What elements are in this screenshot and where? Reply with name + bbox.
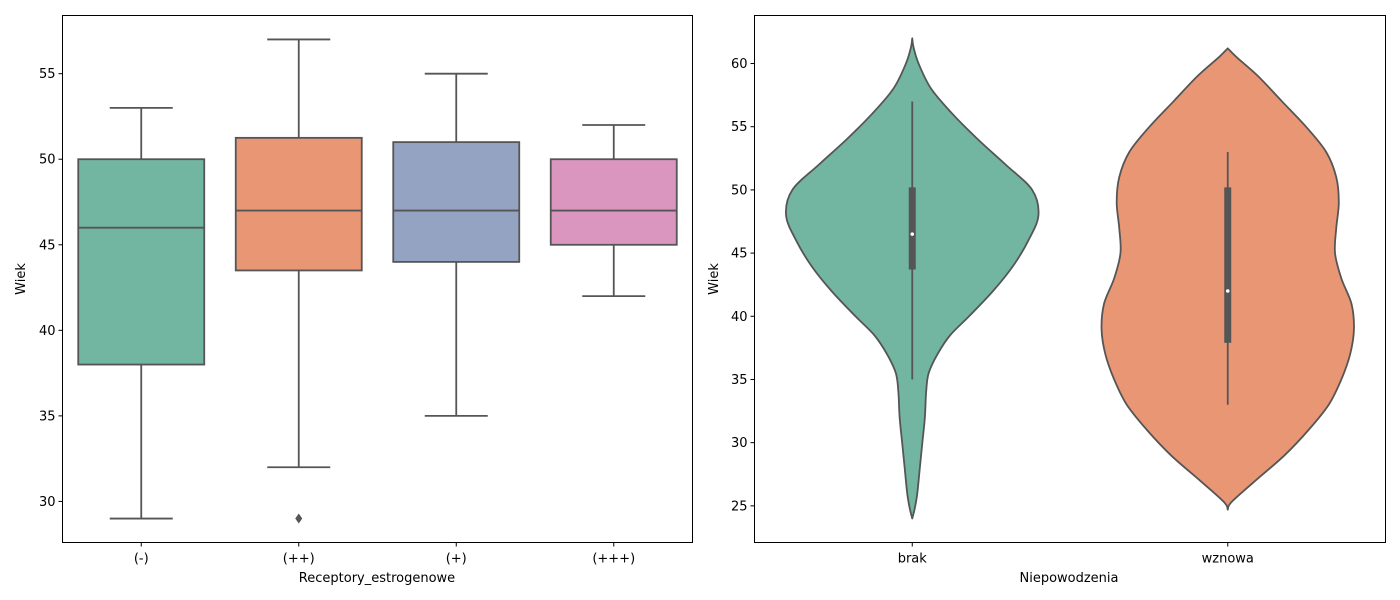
violin-x-label: Niepowodzenia: [1019, 571, 1118, 586]
violin-y-axis: 25 30 35 40 45 50 55 60: [731, 57, 755, 514]
violin-x-tick-label: wznowa: [1202, 552, 1254, 567]
boxplot-frame: [62, 15, 693, 543]
boxplot-y-label: Wiek: [14, 263, 29, 295]
boxplot-x-tick-label: (-): [134, 552, 149, 567]
violin-y-tick-label: 50: [731, 183, 748, 198]
violin-x-axis: brak wznowa: [898, 542, 1254, 567]
boxplot-y-tick-label: 55: [39, 67, 56, 82]
box-iqr: [77, 158, 206, 366]
box-outlier: [295, 513, 303, 524]
violin-panel: 25 30 35 40 45 50 55 60 brak wznowa Niepowodzeni…: [707, 15, 1386, 586]
boxplot-y-axis: 30 35 40 45 50 55: [39, 67, 63, 510]
box-group: [392, 72, 521, 417]
violin-y-tick-label: 40: [731, 310, 748, 325]
boxplot-marks: [77, 38, 678, 524]
violin-group: [785, 37, 1040, 520]
box-group: [549, 124, 678, 298]
box-group: [234, 38, 363, 524]
boxplot-y-tick-label: 35: [39, 409, 56, 424]
violin-y-tick-label: 35: [731, 373, 748, 388]
boxplot-y-tick-label: 40: [39, 324, 56, 339]
violin-iqr-box: [908, 187, 916, 270]
boxplot-y-tick-label: 45: [39, 238, 56, 253]
violin-group: [1100, 47, 1355, 511]
boxplot-y-tick-label: 30: [39, 495, 56, 510]
boxplot-x-tick-label: (+): [446, 552, 467, 567]
box-iqr: [234, 136, 363, 272]
violin-x-tick-label: brak: [898, 552, 928, 567]
violin-y-label: Wiek: [707, 263, 722, 295]
boxplot-panel: 30 35 40 45 50 55 (-) (++) (+) (+++) Receptory_e…: [14, 15, 693, 586]
violin-y-tick-label: 45: [731, 247, 748, 262]
boxplot-x-tick-label: (+++): [592, 552, 635, 567]
violin-marks: [785, 37, 1355, 520]
box-group: [77, 106, 206, 520]
boxplot-x-label: Receptory_estrogenowe: [299, 571, 455, 586]
violin-iqr-box: [1224, 187, 1232, 343]
violin-median-dot: [910, 232, 915, 236]
violin-y-tick-label: 30: [731, 436, 748, 451]
violin-median-dot: [1225, 289, 1230, 293]
box-iqr: [392, 141, 521, 263]
boxplot-y-tick-label: 50: [39, 153, 56, 168]
violin-frame: [754, 15, 1386, 543]
boxplot-x-tick-label: (++): [283, 552, 315, 567]
violin-y-tick-label: 25: [731, 499, 748, 514]
violin-y-tick-label: 60: [731, 57, 748, 72]
box-iqr: [549, 158, 678, 246]
boxplot-x-axis: (-) (++) (+) (+++): [134, 542, 635, 567]
violin-y-tick-label: 55: [731, 120, 748, 135]
